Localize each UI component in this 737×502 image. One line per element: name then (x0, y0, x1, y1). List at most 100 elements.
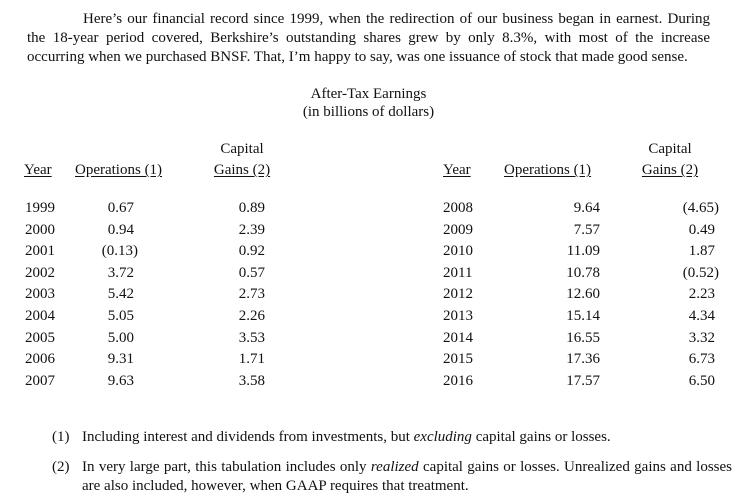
capital-gains-cell: (0.52) (682, 264, 719, 281)
year-cell: 2002 (25, 264, 55, 281)
earnings-table-right: 2008 9.64 (4.65) 2009 7.57 0.49 2010 11.09 1.8… (430, 198, 737, 392)
table-subtitle: (in billions of dollars) (302, 104, 435, 120)
operations-cell: 16.55 (566, 329, 600, 346)
operations-cell: 5.00 (107, 329, 134, 346)
header-capital-bottom: Gains (2) (641, 162, 699, 178)
operations-cell: 11.09 (566, 243, 600, 260)
capital-gains-cell: 6.73 (688, 351, 715, 368)
year-cell: 2000 (25, 221, 55, 238)
footnotes: (1) Including interest and dividends fro… (52, 428, 732, 496)
footnote-emphasis: excluding (413, 429, 472, 445)
capital-gains-cell: 1.87 (688, 243, 715, 260)
table-row: 2002 3.72 0.57 (0, 263, 300, 285)
table-row: 2001 (0.13) 0.92 (0, 241, 300, 263)
year-cell: 2015 (443, 351, 473, 368)
table-row: 2016 17.57 6.50 (430, 371, 737, 393)
earnings-table-left: 1999 0.67 0.89 2000 0.94 2.39 2001 (0.13) 0.92… (0, 198, 300, 392)
year-cell: 2014 (443, 329, 473, 346)
table-row: 1999 0.67 0.89 (0, 198, 300, 220)
table-row: 2009 7.57 0.49 (430, 220, 737, 242)
year-cell: 2011 (443, 264, 473, 281)
footnote-number: (1) (52, 429, 70, 445)
table-row: 2006 9.31 1.71 (0, 349, 300, 371)
table-row: 2007 9.63 3.58 (0, 371, 300, 393)
operations-cell: 12.60 (566, 286, 600, 303)
table-row: 2010 11.09 1.87 (430, 241, 737, 263)
operations-cell: 10.78 (566, 264, 600, 281)
capital-gains-cell: (4.65) (682, 200, 719, 216)
capital-gains-cell: 0.57 (238, 264, 265, 281)
footnote-1: (1) Including interest and dividends fro… (52, 428, 732, 447)
year-cell: 2012 (443, 286, 473, 303)
footnote-2: (2) In very large part, this tabulation … (52, 458, 732, 496)
intro-paragraph: Here’s our financial record since 1999, … (27, 10, 710, 67)
operations-cell: 0.67 (107, 200, 134, 216)
header-year-label: Year (443, 162, 471, 178)
operations-cell: (0.13) (101, 243, 138, 260)
table-row: 2012 12.60 2.23 (430, 284, 737, 306)
year-cell: 2003 (25, 286, 55, 303)
operations-cell: 7.57 (573, 221, 600, 238)
table-row: 2015 17.36 6.73 (430, 349, 737, 371)
capital-gains-cell: 4.34 (688, 307, 715, 324)
operations-cell: 5.05 (107, 307, 134, 324)
footnote-text-part: Including interest and dividends from in… (82, 429, 414, 445)
capital-gains-cell: 0.89 (238, 200, 265, 216)
table-title: After-Tax Earnings (310, 86, 427, 102)
year-cell: 2007 (25, 372, 55, 389)
footnote-text-part: In very large part, this tabulation incl… (82, 459, 371, 475)
table-row: 2014 16.55 3.32 (430, 328, 737, 350)
header-year-right: Year (443, 160, 471, 181)
header-capital-top: Capital (648, 141, 692, 157)
year-cell: 2004 (25, 307, 55, 324)
capital-gains-cell: 3.32 (688, 329, 715, 346)
year-cell: 2006 (25, 351, 55, 368)
year-cell: 2008 (443, 200, 473, 216)
operations-cell: 0.94 (107, 221, 134, 238)
capital-gains-cell: 2.26 (238, 307, 265, 324)
footnote-text-part: capital gains or losses. Unrealized gain… (82, 459, 732, 494)
header-operations-label: Operations (1) (504, 162, 592, 178)
table-row: 2004 5.05 2.26 (0, 306, 300, 328)
footnote-emphasis: realized (370, 459, 419, 475)
capital-gains-cell: 2.23 (688, 286, 715, 303)
capital-gains-cell: 1.71 (238, 351, 265, 368)
operations-cell: 3.72 (107, 264, 134, 281)
capital-gains-cell: 3.53 (238, 329, 265, 346)
footnote-text: Including interest and dividends from in… (82, 428, 732, 447)
year-cell: 2005 (25, 329, 55, 346)
intro-text: Here’s our financial record since 1999, … (27, 11, 710, 65)
header-capital-bottom: Gains (2) (213, 162, 271, 178)
table-row: 2003 5.42 2.73 (0, 284, 300, 306)
header-operations-label: Operations (1) (75, 162, 163, 178)
year-cell: 2013 (443, 307, 473, 324)
table-row: 2013 15.14 4.34 (430, 306, 737, 328)
header-operations-left: Operations (1) (75, 160, 162, 181)
header-capital-gains-left: Capital Gains (2) (211, 139, 273, 181)
operations-cell: 15.14 (566, 307, 600, 324)
operations-cell: 9.64 (573, 200, 600, 216)
capital-gains-cell: 2.39 (238, 221, 265, 238)
operations-cell: 17.36 (566, 351, 600, 368)
operations-cell: 9.63 (107, 372, 134, 389)
table-row: 2000 0.94 2.39 (0, 220, 300, 242)
operations-cell: 9.31 (107, 351, 134, 368)
header-capital-top: Capital (220, 141, 264, 157)
capital-gains-cell: 3.58 (238, 372, 265, 389)
header-year-label: Year (24, 162, 52, 178)
capital-gains-cell: 0.49 (688, 221, 715, 238)
year-cell: 2001 (25, 243, 55, 260)
header-year-left: Year (24, 160, 52, 181)
footnote-text: In very large part, this tabulation incl… (82, 458, 732, 496)
table-row: 2008 9.64 (4.65) (430, 198, 737, 220)
year-cell: 2016 (443, 372, 473, 389)
operations-cell: 17.57 (566, 372, 600, 389)
footnote-text-part: capital gains or losses. (471, 429, 611, 445)
operations-cell: 5.42 (107, 286, 134, 303)
footnote-number: (2) (52, 459, 70, 475)
header-capital-gains-right: Capital Gains (2) (639, 139, 701, 181)
capital-gains-cell: 2.73 (238, 286, 265, 303)
table-row: 2011 10.78 (0.52) (430, 263, 737, 285)
year-cell: 2010 (443, 243, 473, 260)
year-cell: 1999 (25, 200, 55, 216)
